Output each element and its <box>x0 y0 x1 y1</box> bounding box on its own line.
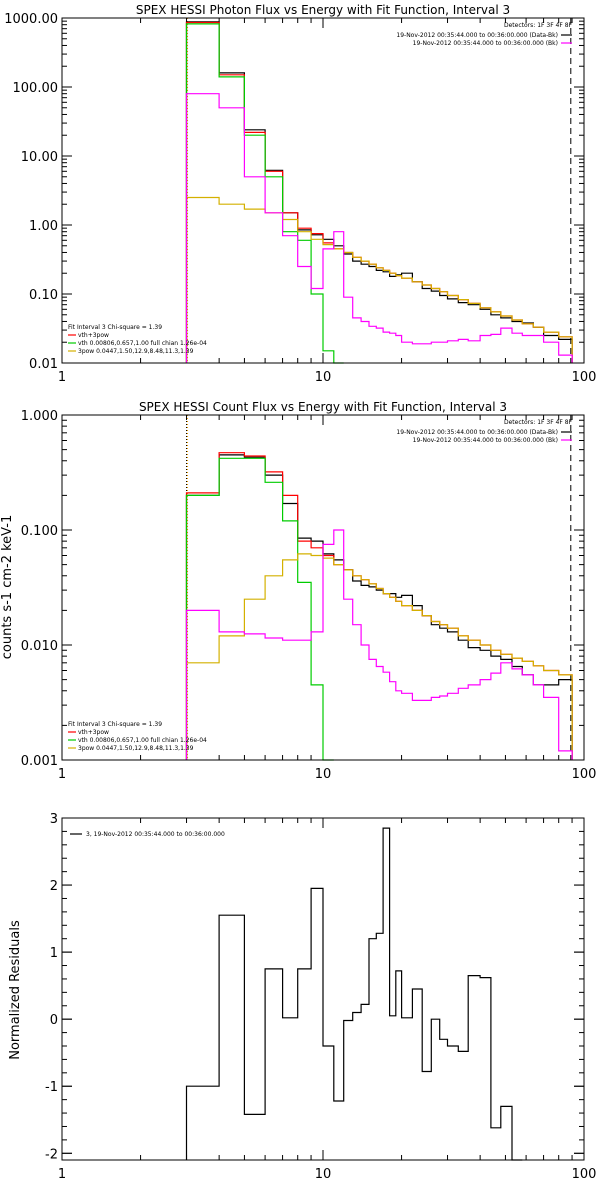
residuals-y-tick-label: 2 <box>50 879 58 894</box>
photon-flux-frame <box>61 17 585 364</box>
count-flux-y-tick-label: 1.000 <box>21 409 58 424</box>
photon-flux-y-tick-label: 1.00 <box>29 219 58 234</box>
photon-flux-panel: SPEX HESSI Photon Flux vs Energy with Fi… <box>4 3 596 385</box>
residuals-y-tick-label: 3 <box>50 812 58 827</box>
residuals-y-tick-label: -1 <box>45 1080 58 1095</box>
photon-flux-y-tick-label: 100.00 <box>13 81 59 96</box>
count-flux-fit-legend-entry: vth+3pow <box>78 729 109 736</box>
residuals-y-tick-label: -2 <box>45 1147 58 1162</box>
count-flux-fit-legend-entry: 3pow 0.0447,1.50,12.9,8.48,11.3,1.39 <box>78 745 194 752</box>
residuals-x-tick-label: 100 <box>572 1167 597 1182</box>
count-flux-y-tick-label: 0.010 <box>21 639 58 654</box>
photon-flux-y-tick-label: 1000.00 <box>4 12 58 27</box>
photon-flux-legend-entry: 19-Nov-2012 00:35:44.000 to 00:36:00.000… <box>396 32 558 39</box>
photon-flux-fit-legend-header: Fit Interval 3 Chi-square = 1.39 <box>68 324 162 331</box>
photon-flux-x-tick-label: 100 <box>572 370 597 385</box>
count-flux-y-tick-label: 0.100 <box>21 524 58 539</box>
residuals-ylabel: Normalized Residuals <box>8 920 23 1060</box>
photon-flux-marks: 1 10 100 1000.00 100.00 10.00 1.00 0.10 0.01 Dete… <box>4 12 596 385</box>
photon-flux-x-tick-label: 10 <box>315 370 332 385</box>
count-flux-legend-entry: 19-Nov-2012 00:35:44.000 to 00:36:00.000… <box>413 437 558 444</box>
count-flux-series-3 <box>185 553 573 760</box>
count-flux-title: SPEX HESSI Count Flux vs Energy with Fit… <box>139 400 507 414</box>
photon-flux-x-tick-label: 1 <box>58 370 66 385</box>
count-flux-frame <box>61 414 585 761</box>
residuals-x-tick-label: 1 <box>58 1167 66 1182</box>
photon-flux-legend-entry: 19-Nov-2012 00:35:44.000 to 00:36:00.000… <box>413 40 558 47</box>
count-flux-y-tick-label: 0.001 <box>21 754 58 769</box>
count-flux-x-tick-label: 1 <box>58 767 66 782</box>
photon-flux-legend-header: Detectors: 1F 3F 4F 8F <box>504 22 573 29</box>
photon-flux-fit-legend-entry: 3pow 0.0447,1.50,12.9,8.48,11.3,1.39 <box>78 348 194 355</box>
count-flux-marks: 1 10 100 1.000 0.100 0.010 0.001 Detectors: 1F … <box>21 409 597 782</box>
count-flux-x-tick-label: 10 <box>315 767 332 782</box>
residuals-series-0 <box>185 827 523 1161</box>
photon-flux-y-tick-label: 10.00 <box>21 150 58 165</box>
photon-flux-title: SPEX HESSI Photon Flux vs Energy with Fi… <box>136 3 510 17</box>
photon-flux-y-tick-label: 0.01 <box>29 357 58 372</box>
photon-flux-series-0 <box>185 21 573 363</box>
residuals-x-tick-label: 10 <box>315 1167 332 1182</box>
residuals-legend-entry: 3, 19-Nov-2012 00:35:44.000 to 00:36:00.… <box>86 831 225 838</box>
residuals-y-tick-label: 0 <box>50 1013 58 1028</box>
photon-flux-series-3 <box>185 196 573 363</box>
count-flux-panel: SPEX HESSI Count Flux vs Energy with Fit… <box>0 400 596 782</box>
count-flux-x-tick-label: 100 <box>572 767 597 782</box>
photon-flux-fit-legend-entry: vth+3pow <box>78 332 109 339</box>
count-flux-series-4 <box>185 529 573 760</box>
photon-flux-series-4 <box>185 93 573 363</box>
count-flux-fit-legend-entry: vth 0.00806,0.657,1.00 full chian 1.26e-… <box>78 737 207 744</box>
count-flux-legend-header: Detectors: 1F 3F 4F 8F <box>504 419 573 426</box>
residuals-y-tick-label: 1 <box>50 946 58 961</box>
count-flux-ylabel: counts s-1 cm-2 keV-1 <box>0 515 15 660</box>
photon-flux-y-tick-label: 0.10 <box>29 288 58 303</box>
photon-flux-fit-legend-entry: vth 0.00806,0.657,1.00 full chian 1.26e-… <box>78 340 207 347</box>
count-flux-series-2 <box>185 457 334 761</box>
residuals-frame <box>61 817 585 1161</box>
count-flux-legend-entry: 19-Nov-2012 00:35:44.000 to 00:36:00.000… <box>396 429 558 436</box>
count-flux-fit-legend-header: Fit Interval 3 Chi-square = 1.39 <box>68 721 162 728</box>
